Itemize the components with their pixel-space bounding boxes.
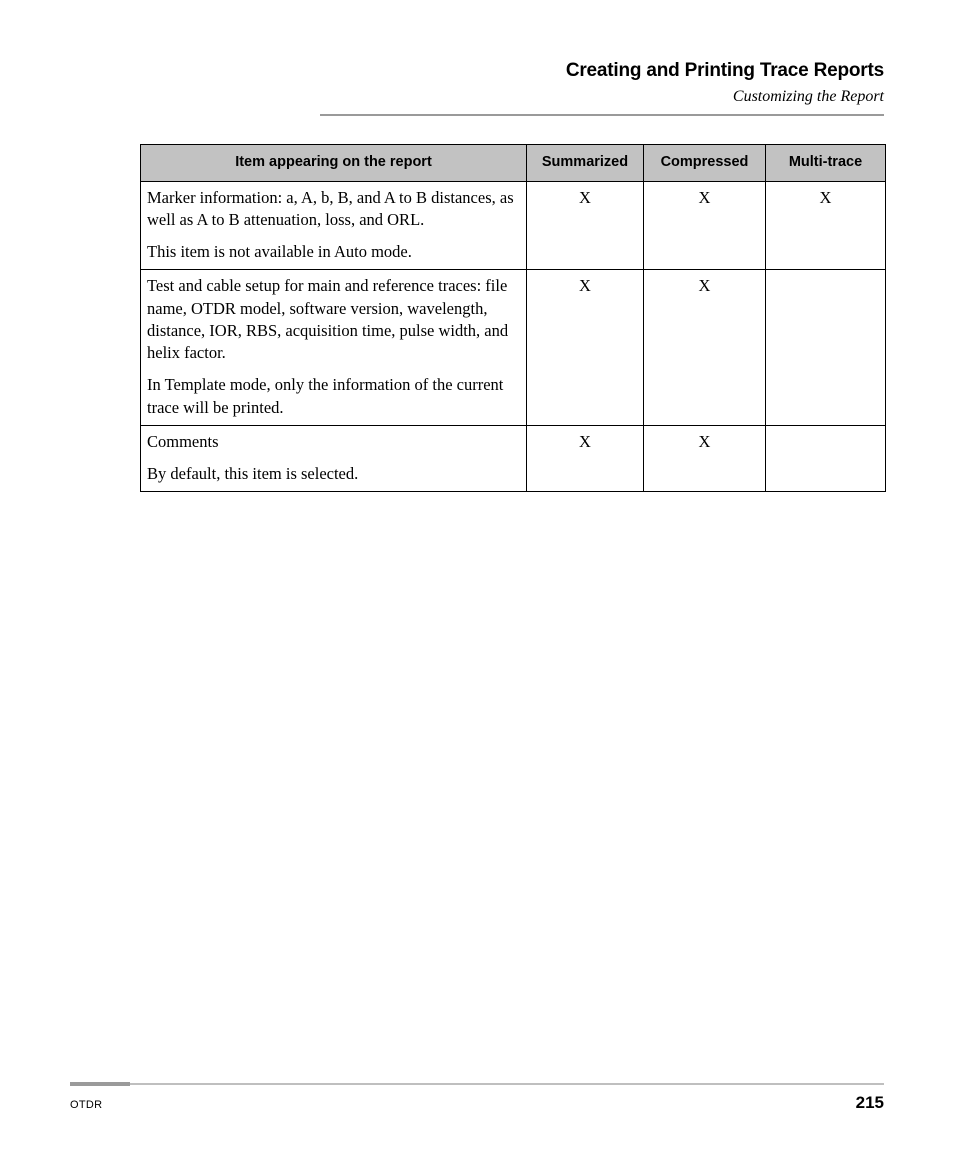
cell-item-para: In Template mode, only the information o… (147, 374, 520, 419)
page-number: 215 (856, 1093, 884, 1113)
col-header-item: Item appearing on the report (141, 145, 527, 182)
col-header-summarized: Summarized (527, 145, 644, 182)
chapter-title: Creating and Printing Trace Reports (320, 60, 884, 82)
section-title: Customizing the Report (320, 88, 884, 106)
table-row: Comments By default, this item is select… (141, 425, 886, 492)
cell-item: Test and cable setup for main and refere… (141, 270, 527, 426)
cell-multitrace (766, 425, 886, 492)
cell-item-para: This item is not available in Auto mode. (147, 241, 520, 263)
cell-item-para: Marker information: a, A, b, B, and A to… (147, 187, 520, 232)
page: Creating and Printing Trace Reports Cust… (0, 0, 954, 1159)
cell-summarized: X (527, 270, 644, 426)
cell-item-para: Test and cable setup for main and refere… (147, 275, 520, 364)
table-header-row: Item appearing on the report Summarized … (141, 145, 886, 182)
cell-summarized: X (527, 425, 644, 492)
cell-summarized: X (527, 181, 644, 270)
table-row: Marker information: a, A, b, B, and A to… (141, 181, 886, 270)
report-items-table: Item appearing on the report Summarized … (140, 144, 886, 492)
cell-multitrace: X (766, 181, 886, 270)
header-rule (320, 114, 884, 116)
content-area: Item appearing on the report Summarized … (140, 144, 884, 492)
footer-line: OTDR 215 (70, 1093, 884, 1113)
col-header-multitrace: Multi-trace (766, 145, 886, 182)
col-header-compressed: Compressed (644, 145, 766, 182)
page-header: Creating and Printing Trace Reports Cust… (320, 60, 884, 116)
cell-compressed: X (644, 270, 766, 426)
cell-compressed: X (644, 181, 766, 270)
page-footer: OTDR 215 (70, 1083, 884, 1113)
table-row: Test and cable setup for main and refere… (141, 270, 886, 426)
footer-rule (70, 1083, 884, 1085)
cell-compressed: X (644, 425, 766, 492)
cell-item-para: By default, this item is selected. (147, 463, 520, 485)
cell-item: Marker information: a, A, b, B, and A to… (141, 181, 527, 270)
cell-item: Comments By default, this item is select… (141, 425, 527, 492)
cell-multitrace (766, 270, 886, 426)
footer-product-name: OTDR (70, 1099, 102, 1111)
cell-item-para: Comments (147, 431, 520, 453)
